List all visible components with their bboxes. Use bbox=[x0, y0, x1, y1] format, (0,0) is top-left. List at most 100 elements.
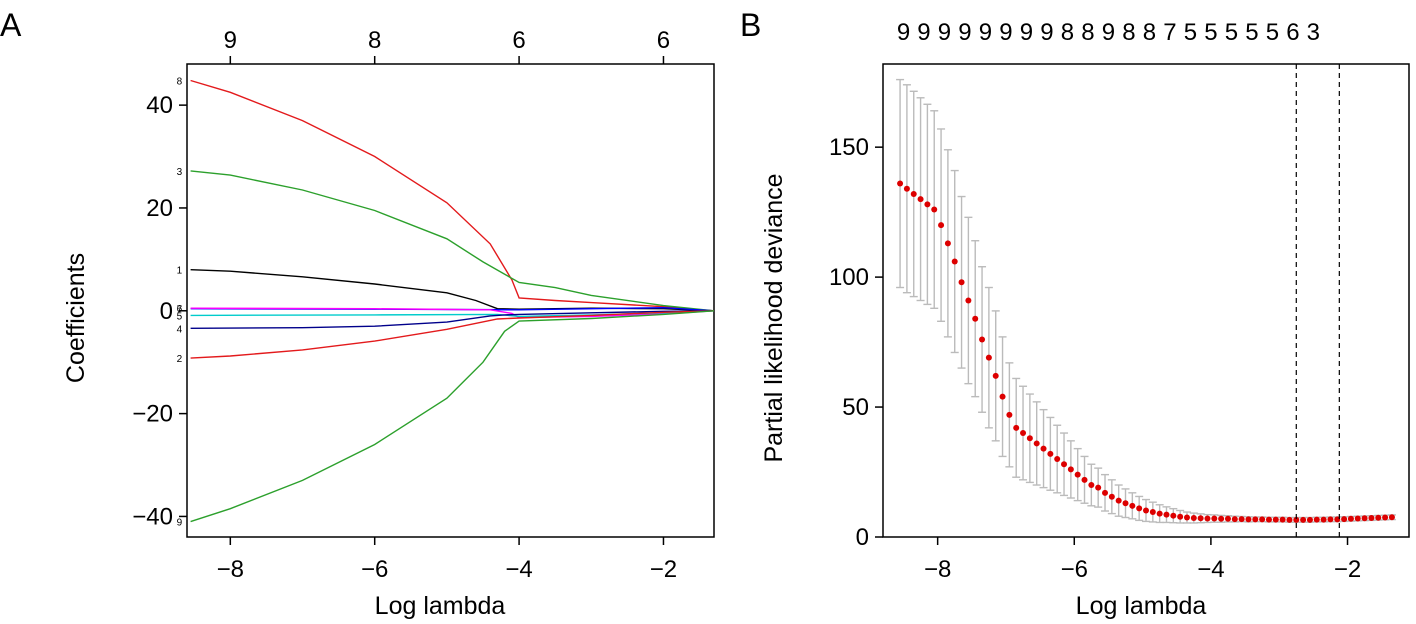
plot-frame-b bbox=[882, 63, 1410, 538]
deviance-point bbox=[1361, 515, 1368, 522]
coefficient-lines bbox=[190, 79, 715, 523]
deviance-point bbox=[992, 372, 999, 379]
deviance-point bbox=[1143, 507, 1149, 514]
top-axis-label: 9 bbox=[917, 19, 930, 46]
deviance-point bbox=[1177, 513, 1184, 520]
deviance-point bbox=[979, 336, 986, 343]
deviance-point bbox=[1033, 440, 1040, 447]
deviance-point bbox=[1218, 515, 1225, 522]
x-axis-label-a: Log lambda bbox=[375, 592, 506, 620]
deviance-point bbox=[958, 279, 965, 286]
deviance-point bbox=[1026, 435, 1033, 442]
y-tick-label: 50 bbox=[842, 394, 869, 421]
deviance-points bbox=[897, 180, 1395, 523]
y-tick-label: 0 bbox=[856, 524, 869, 551]
deviance-point bbox=[1341, 516, 1348, 523]
deviance-point bbox=[1388, 514, 1395, 521]
deviance-point bbox=[1183, 514, 1190, 521]
deviance-point bbox=[1306, 516, 1313, 523]
deviance-point bbox=[1204, 515, 1211, 522]
top-tick-label: 9 bbox=[224, 27, 237, 54]
coefficient-label-4: 4 bbox=[177, 324, 183, 335]
deviance-point bbox=[1231, 516, 1238, 523]
y-tick-label: −40 bbox=[132, 503, 173, 530]
top-axis-label: 8 bbox=[1081, 19, 1094, 46]
deviance-point bbox=[1067, 466, 1074, 473]
lambda-reference-lines bbox=[1295, 64, 1340, 537]
coefficient-label-9: 9 bbox=[177, 518, 183, 529]
y-axis-ticks-b: 0 50 100 150 bbox=[829, 134, 883, 551]
deviance-point bbox=[1020, 430, 1027, 437]
deviance-point bbox=[1293, 516, 1300, 523]
deviance-point bbox=[1149, 509, 1156, 516]
deviance-point bbox=[897, 180, 904, 187]
top-axis-label: 5 bbox=[1204, 19, 1217, 46]
x-axis-ticks-a: −8 −6 −4 −2 bbox=[217, 537, 677, 583]
y-tick-label: 100 bbox=[829, 264, 869, 291]
top-axis-label: 9 bbox=[979, 19, 992, 46]
deviance-point bbox=[924, 201, 931, 208]
top-axis-label: 9 bbox=[897, 19, 910, 46]
x-tick-label: −2 bbox=[650, 556, 677, 583]
deviance-point bbox=[972, 315, 979, 322]
y-tick-label: −20 bbox=[132, 401, 173, 428]
coefficient-label-2: 2 bbox=[177, 354, 183, 365]
deviance-point bbox=[1320, 516, 1327, 523]
y-axis-ticks-a: −40 −20 0 20 40 bbox=[132, 92, 187, 530]
deviance-point bbox=[917, 196, 924, 203]
top-axis-label: 9 bbox=[958, 19, 971, 46]
coefficient-line-2 bbox=[190, 310, 715, 359]
deviance-point bbox=[1252, 516, 1259, 523]
top-axis-ticks-a: 9 8 6 6 bbox=[224, 27, 670, 64]
deviance-point bbox=[1095, 484, 1102, 491]
top-axis-label: 5 bbox=[1225, 19, 1238, 46]
top-axis-label: 8 bbox=[1061, 19, 1074, 46]
top-axis-label: 5 bbox=[1184, 19, 1197, 46]
deviance-point bbox=[1224, 515, 1231, 522]
deviance-point bbox=[1347, 515, 1354, 522]
top-axis-label: 8 bbox=[1143, 19, 1156, 46]
deviance-point bbox=[1170, 512, 1177, 519]
deviance-point bbox=[1190, 515, 1197, 522]
deviance-point bbox=[1136, 505, 1143, 512]
panel-letter-b: B bbox=[740, 7, 761, 43]
deviance-point bbox=[1313, 516, 1320, 523]
deviance-point bbox=[938, 222, 945, 229]
deviance-point bbox=[910, 190, 917, 197]
x-tick-label: −2 bbox=[1334, 556, 1361, 583]
deviance-point bbox=[1354, 515, 1361, 522]
top-axis-label: 3 bbox=[1307, 19, 1320, 46]
deviance-point bbox=[1259, 516, 1266, 523]
x-tick-label: −4 bbox=[505, 556, 532, 583]
y-axis-label-a: Coefficients bbox=[62, 253, 90, 383]
deviance-point bbox=[1197, 515, 1204, 522]
deviance-point bbox=[951, 258, 958, 265]
deviance-point bbox=[1054, 456, 1061, 463]
top-tick-label: 8 bbox=[368, 27, 381, 54]
deviance-point bbox=[1375, 514, 1382, 521]
deviance-point bbox=[1129, 502, 1136, 509]
top-axis-label: 9 bbox=[999, 19, 1012, 46]
deviance-point bbox=[1040, 445, 1047, 452]
deviance-point bbox=[965, 297, 972, 304]
coefficient-line-3 bbox=[190, 170, 715, 312]
top-axis-label: 8 bbox=[1122, 19, 1135, 46]
x-tick-label: −8 bbox=[924, 556, 951, 583]
deviance-point bbox=[1013, 424, 1020, 431]
coefficient-line-4 bbox=[190, 310, 715, 329]
x-tick-label: −6 bbox=[1061, 556, 1088, 583]
top-axis-label: 6 bbox=[1286, 19, 1299, 46]
x-tick-label: −8 bbox=[217, 556, 244, 583]
plot-frame-a bbox=[186, 63, 715, 538]
top-axis-label: 9 bbox=[1020, 19, 1033, 46]
top-axis-label: 5 bbox=[1245, 19, 1258, 46]
deviance-point bbox=[1122, 500, 1129, 507]
top-tick-label: 6 bbox=[512, 27, 525, 54]
y-tick-label: 150 bbox=[829, 134, 869, 161]
coefficient-label-6: 6 bbox=[177, 304, 183, 315]
y-tick-label: 40 bbox=[146, 92, 173, 119]
deviance-point bbox=[1115, 497, 1122, 504]
